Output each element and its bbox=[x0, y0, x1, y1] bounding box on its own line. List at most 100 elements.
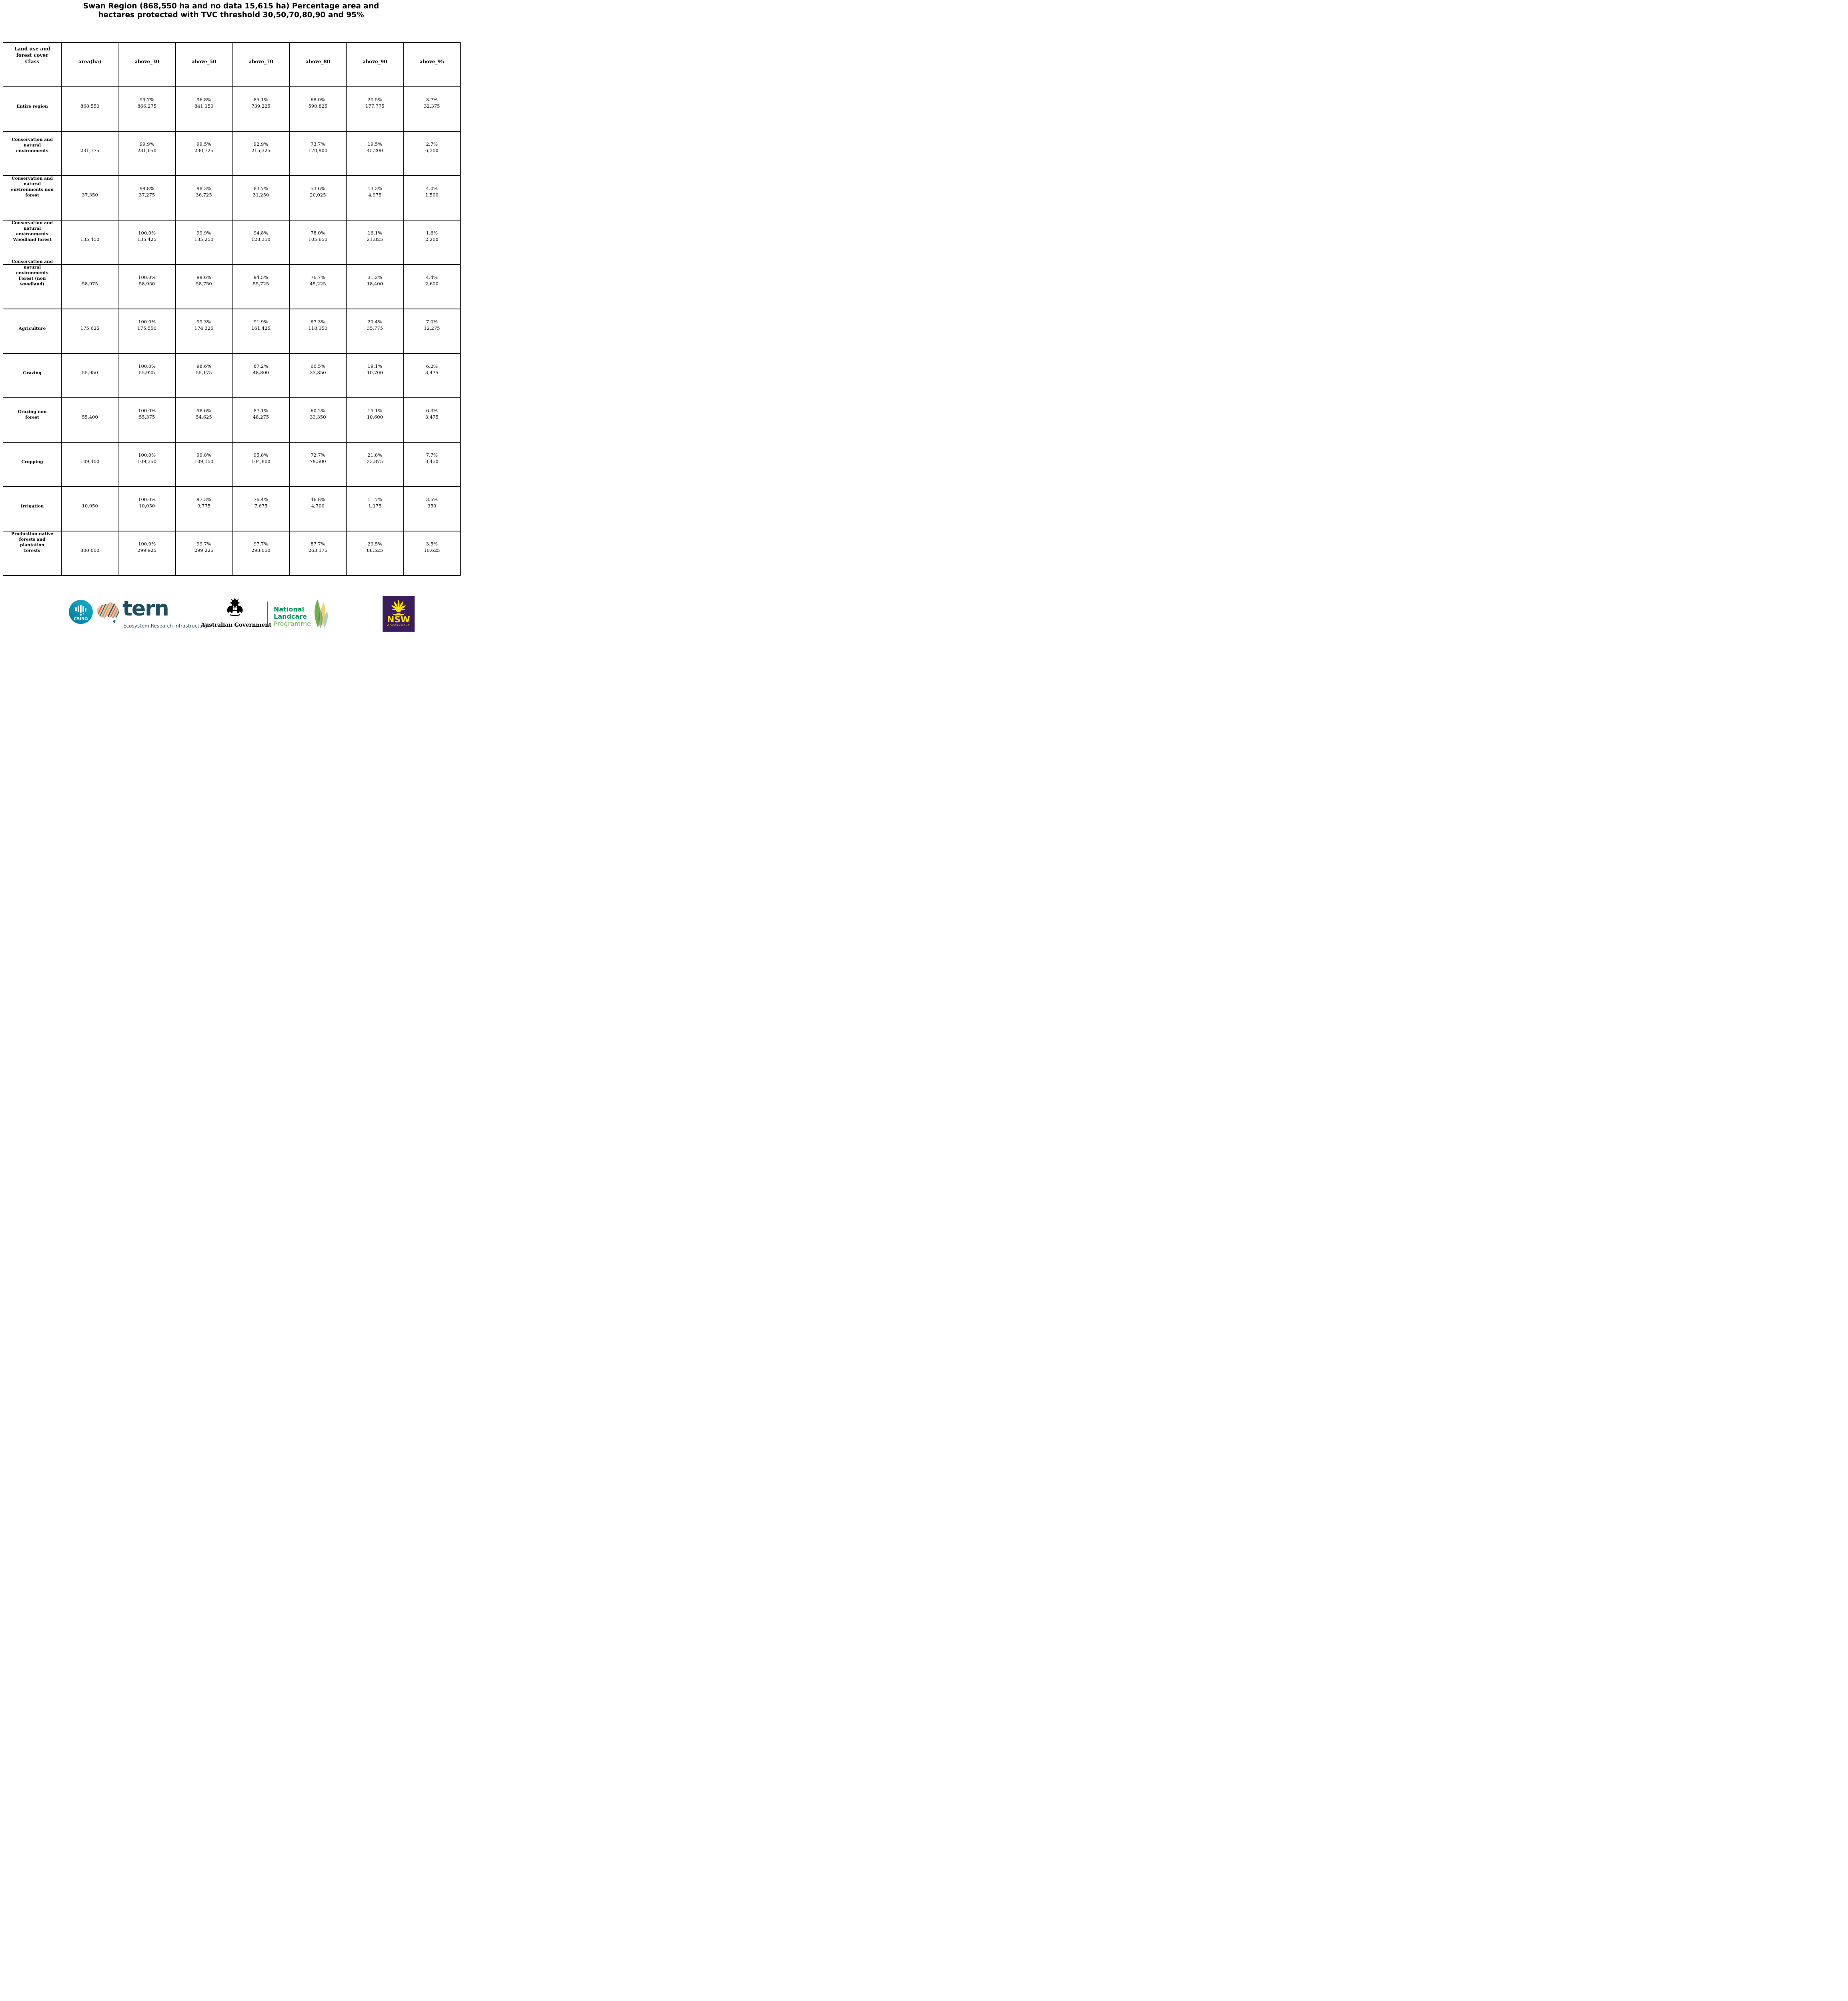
row-label: Production native forests and plantation… bbox=[11, 531, 53, 553]
hectares-value: 4,700 bbox=[311, 503, 325, 509]
data-cell: 67.3% 118,150 bbox=[289, 309, 346, 353]
data-cell: 99.6% 58,750 bbox=[175, 265, 232, 309]
percent-value: 73.7% bbox=[311, 141, 325, 147]
hectares-value: 45,225 bbox=[310, 281, 326, 287]
tern-logo: tern bbox=[122, 597, 169, 621]
data-cell: 100.0% 299,925 bbox=[118, 531, 175, 575]
percent-value: 76.7% bbox=[311, 274, 325, 280]
hectares-value: 135,425 bbox=[137, 236, 156, 242]
data-cell: 95.8% 104,800 bbox=[232, 443, 289, 486]
percent-value: 31.2% bbox=[367, 274, 383, 280]
hectares-value: 32,375 bbox=[424, 103, 440, 109]
area-value: 55,950 bbox=[82, 369, 98, 375]
percent-value: 100.0% bbox=[138, 274, 156, 280]
percent-value: 68.0% bbox=[311, 96, 325, 102]
hectares-value: 161,425 bbox=[251, 325, 271, 331]
header-label: above_30 bbox=[134, 58, 159, 64]
percent-value: 98.6% bbox=[196, 407, 211, 413]
area-value: 37,350 bbox=[82, 192, 98, 198]
area-value: 109,400 bbox=[80, 458, 100, 464]
percent-value: 13.3% bbox=[367, 185, 383, 191]
hectares-value: 175,550 bbox=[137, 325, 156, 331]
row-label-cell: Grazing non forest bbox=[3, 398, 61, 442]
data-cell: 100.0% 10,050 bbox=[118, 487, 175, 531]
header-label: above_95 bbox=[419, 58, 444, 64]
percent-value: 19.5% bbox=[367, 141, 383, 147]
data-cell: 19.1% 10,600 bbox=[346, 398, 403, 442]
data-cell: 83.7% 31,250 bbox=[232, 176, 289, 220]
area-value: 231,775 bbox=[80, 147, 100, 153]
hectares-value: 841,150 bbox=[194, 103, 214, 109]
data-cell: 60.2% 33,350 bbox=[289, 398, 346, 442]
percent-value: 20.4% bbox=[367, 319, 383, 325]
percent-value: 6.3% bbox=[426, 407, 438, 413]
percent-value: 1.6% bbox=[426, 230, 438, 236]
table-row: Cropping 109,400 100.0% 109,350 99.8% 109,… bbox=[3, 442, 460, 486]
table-row: Conservation and natural environments no… bbox=[3, 175, 460, 220]
data-cell: 97.7% 293,050 bbox=[232, 531, 289, 575]
page-title: Swan Region (868,550 ha and no data 15,6… bbox=[83, 2, 379, 19]
hectares-value: 31,250 bbox=[253, 192, 269, 198]
table-row: Conservation and natural environments Fo… bbox=[3, 259, 460, 309]
row-label-cell: Production native forests and plantation… bbox=[3, 531, 61, 575]
data-cell: 16.1% 21,825 bbox=[346, 221, 403, 264]
hectares-value: 8,450 bbox=[425, 458, 439, 464]
hectares-value: 79,500 bbox=[310, 458, 326, 464]
row-label: Irrigation bbox=[20, 503, 44, 509]
header-label: above_50 bbox=[191, 58, 216, 64]
percent-value: 99.6% bbox=[196, 274, 211, 280]
hectares-value: 58,950 bbox=[139, 281, 155, 287]
data-cell: 20.5% 177,775 bbox=[346, 87, 403, 131]
hectares-value: 54,625 bbox=[196, 414, 212, 420]
hectares-value: 109,350 bbox=[137, 458, 156, 464]
landcare-line3: Programme bbox=[274, 620, 311, 628]
hectares-value: 170,900 bbox=[308, 147, 328, 153]
hectares-value: 739,225 bbox=[251, 103, 271, 109]
hectares-value: 33,850 bbox=[310, 369, 326, 375]
row-label: Conservation and natural environments Wo… bbox=[12, 220, 53, 242]
australia-map-icon bbox=[95, 598, 122, 629]
hectares-value: 18,400 bbox=[367, 281, 383, 287]
hectares-value: 10,625 bbox=[424, 547, 440, 553]
data-cell: 68.0% 590,825 bbox=[289, 87, 346, 131]
header-cell: above_30 bbox=[118, 43, 175, 86]
data-cell: 60.5% 33,850 bbox=[289, 354, 346, 397]
percent-value: 99.8% bbox=[196, 452, 211, 458]
data-cell: 100.0% 135,425 bbox=[118, 221, 175, 264]
hectares-value: 215,325 bbox=[251, 147, 271, 153]
waratah-icon bbox=[391, 599, 406, 616]
hectares-value: 48,800 bbox=[253, 369, 269, 375]
table-header-row: Land use and forest cover Class area(ha)… bbox=[3, 42, 460, 86]
data-cell: 98.3% 36,725 bbox=[175, 176, 232, 220]
hectares-value: 2,200 bbox=[425, 236, 439, 242]
landcare-line1: National bbox=[274, 606, 304, 613]
header-cell: area(ha) bbox=[61, 43, 118, 86]
percent-value: 16.1% bbox=[367, 230, 383, 236]
report-page: Swan Region (868,550 ha and no data 15,6… bbox=[0, 0, 462, 632]
percent-value: 60.5% bbox=[311, 363, 325, 369]
percent-value: 99.9% bbox=[196, 230, 211, 236]
percent-value: 4.0% bbox=[426, 185, 438, 191]
table-row: Grazing non forest 55,400 100.0% 55,375 9… bbox=[3, 397, 460, 442]
landcare-line2: Landcare bbox=[274, 613, 307, 620]
data-cell: 72.7% 79,500 bbox=[289, 443, 346, 486]
data-cell: 99.3% 174,325 bbox=[175, 309, 232, 353]
percent-value: 76.4% bbox=[253, 496, 269, 502]
area-cell: 175,625 bbox=[61, 309, 118, 353]
percent-value: 99.7% bbox=[196, 541, 211, 547]
percent-value: 11.7% bbox=[367, 496, 383, 502]
area-cell: 55,950 bbox=[61, 354, 118, 397]
data-cell: 91.9% 161,425 bbox=[232, 309, 289, 353]
percent-value: 67.3% bbox=[311, 319, 325, 325]
row-label: Conservation and natural environments bbox=[12, 137, 53, 153]
data-cell: 99.7% 866,275 bbox=[118, 87, 175, 131]
data-cell: 99.9% 135,250 bbox=[175, 221, 232, 264]
data-cell: 99.7% 299,225 bbox=[175, 531, 232, 575]
percent-value: 91.9% bbox=[253, 319, 269, 325]
data-cell: 99.8% 37,275 bbox=[118, 176, 175, 220]
header-cell: above_80 bbox=[289, 43, 346, 86]
data-cell: 100.0% 55,925 bbox=[118, 354, 175, 397]
percent-value: 3.5% bbox=[426, 541, 438, 547]
australian-government-label: Australian Government bbox=[201, 622, 272, 628]
data-cell: 4.4% 2,600 bbox=[403, 265, 460, 309]
